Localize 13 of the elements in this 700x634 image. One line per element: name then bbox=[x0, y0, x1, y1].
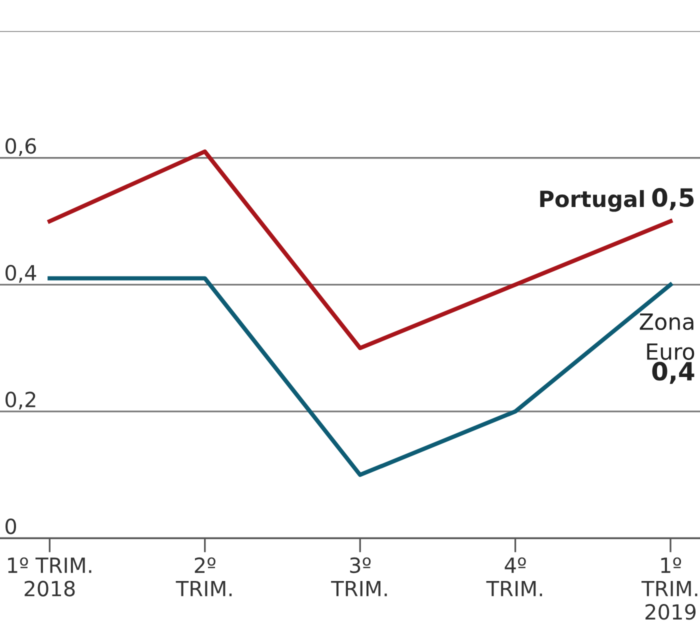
x-tick-label: 1º TRIM. 2019 bbox=[641, 557, 698, 620]
y-tick-label: 0 bbox=[6, 518, 16, 534]
x-tick-label: 1º TRIM. 2018 bbox=[8, 557, 92, 596]
series-label: Portugal bbox=[540, 190, 644, 212]
y-tick-label: 0,2 bbox=[6, 392, 36, 410]
y-tick-label: 0,6 bbox=[6, 138, 36, 156]
y-tick-label: 0,4 bbox=[6, 264, 36, 283]
x-tick-label: 4º TRIM. bbox=[486, 557, 542, 596]
x-tick-label: 3º TRIM. bbox=[331, 557, 387, 596]
data-label: 0,5 bbox=[652, 188, 694, 210]
data-label: 0,4 bbox=[652, 362, 694, 384]
x-tick-label: 2º TRIM. bbox=[176, 557, 232, 596]
series-label: Zona Euro bbox=[640, 314, 694, 360]
